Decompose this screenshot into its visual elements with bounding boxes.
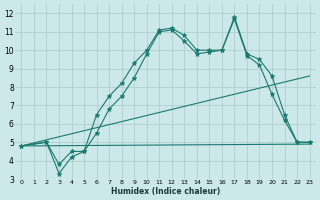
X-axis label: Humidex (Indice chaleur): Humidex (Indice chaleur) xyxy=(111,187,220,196)
